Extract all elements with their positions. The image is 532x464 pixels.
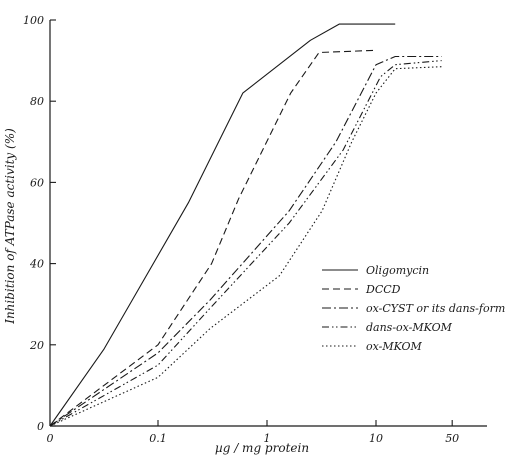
y-tick-label: 0 xyxy=(37,420,44,433)
x-tick-label: 0.1 xyxy=(149,432,167,445)
x-tick-label: 50 xyxy=(445,432,459,445)
legend-label: Oligomycin xyxy=(366,264,429,277)
x-axis-title: µg / mg protein xyxy=(215,441,309,455)
y-ticks: 0 20 40 60 80 100 xyxy=(23,14,56,433)
series-line xyxy=(49,55,442,427)
series-line xyxy=(49,60,442,427)
series-line xyxy=(49,66,442,427)
y-tick-label: 100 xyxy=(23,14,44,27)
legend-label: DCCD xyxy=(365,283,401,296)
x-tick-label: 10 xyxy=(369,432,383,445)
legend-label: ox-CYST or its dans-form xyxy=(366,302,505,315)
y-tick-label: 80 xyxy=(30,95,44,108)
legend-label: ox-MKOM xyxy=(366,340,423,353)
legend-label: dans-ox-MKOM xyxy=(366,321,453,334)
x-ticks: 0 0.1 1 10 50 xyxy=(47,420,459,445)
x-tick-label: 1 xyxy=(264,432,271,445)
series-line xyxy=(49,23,396,427)
y-tick-label: 60 xyxy=(30,176,44,189)
y-axis-title: Inhibition of ATPase activity (%) xyxy=(3,128,17,325)
y-tick-label: 40 xyxy=(29,258,44,271)
series-layer xyxy=(49,23,442,427)
legend: Oligomycin DCCD ox-CYST or its dans-form da… xyxy=(322,264,505,353)
axes xyxy=(49,20,487,427)
x-tick-label: 0 xyxy=(47,432,54,445)
series-line xyxy=(49,49,374,427)
y-tick-label: 20 xyxy=(29,339,44,352)
